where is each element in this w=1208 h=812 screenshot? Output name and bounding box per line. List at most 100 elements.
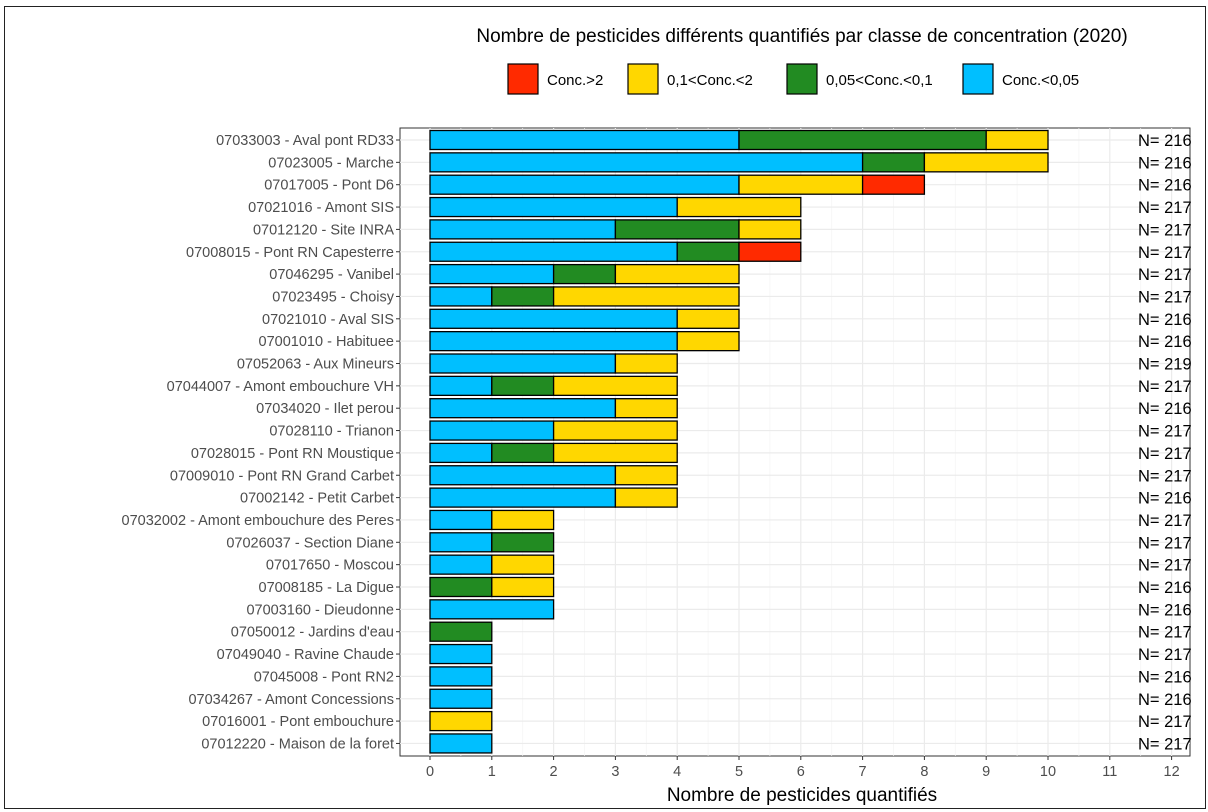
bar-segment-conc-0-05 — [429, 666, 493, 687]
legend-swatch-0-1-conc-2 — [627, 63, 659, 95]
bar-segment-conc-2 — [738, 241, 802, 262]
bar-segment-conc-0-05 — [429, 219, 617, 240]
bar-segment-0-1-conc-2 — [738, 174, 864, 195]
n-label: N= 217 — [1138, 512, 1192, 530]
bar-segment-conc-0-05 — [429, 688, 493, 709]
y-tick-label: 07017005 - Pont D6 — [264, 178, 394, 194]
n-label: N= 216 — [1138, 154, 1192, 172]
y-tick-label: 07021010 - Aval SIS — [262, 312, 394, 328]
y-tick-label: 07008015 - Pont RN Capesterre — [186, 245, 394, 261]
y-axis: 07033003 - Aval pont RD33 07023005 - Marc… — [122, 133, 400, 752]
bar-segment-conc-0-05 — [429, 152, 864, 173]
y-tick-label: 07052063 - Aux Mineurs — [237, 357, 394, 373]
y-tick-label: 07023005 - Marche — [268, 155, 394, 171]
bar-segment-0-05-conc-0-1 — [491, 375, 555, 397]
bar-segment-0-1-conc-2 — [614, 263, 740, 285]
n-label: N= 216 — [1138, 668, 1192, 686]
bar-segment-conc-0-05 — [429, 442, 493, 464]
bar-segment-0-05-conc-0-1 — [738, 129, 987, 151]
bar-segment-conc-0-05 — [429, 330, 678, 352]
y-tick-label: 07017650 - Moscou — [266, 558, 394, 574]
y-tick-label: 07023495 - Choisy — [272, 289, 394, 305]
n-label: N= 217 — [1138, 423, 1192, 441]
x-tick-label: 2 — [550, 764, 558, 780]
bar-segment-0-05-conc-0-1 — [491, 442, 555, 464]
bar-segment-0-1-conc-2 — [552, 420, 678, 441]
bar-segment-0-1-conc-2 — [491, 576, 555, 598]
y-tick-label: 07050012 - Jardins d'eau — [231, 625, 394, 641]
n-label: N= 217 — [1138, 244, 1192, 262]
y-tick-label: 07002142 - Petit Carbet — [240, 491, 394, 507]
bar-segment-conc-0-05 — [429, 174, 740, 195]
bar-segment-conc-0-05 — [429, 286, 493, 307]
n-label: N= 217 — [1138, 266, 1192, 284]
x-tick-label: 3 — [611, 764, 619, 780]
n-label: N= 219 — [1138, 356, 1192, 374]
bar-segment-0-05-conc-0-1 — [491, 286, 555, 307]
legend-swatch-conc-0-05 — [962, 63, 994, 95]
y-tick-label: 07044007 - Amont embouchure VH — [167, 379, 394, 395]
n-label: N= 216 — [1138, 311, 1192, 329]
bar-segment-conc-0-05 — [429, 643, 493, 665]
n-label: N= 217 — [1138, 445, 1192, 463]
bar-segment-0-05-conc-0-1 — [614, 219, 740, 240]
y-tick-label: 07049040 - Ravine Chaude — [217, 647, 394, 663]
bar-segment-conc-0-05 — [429, 375, 493, 397]
bar-segment-0-1-conc-2 — [491, 554, 555, 575]
legend: Conc.>2 0,1<Conc.<2 0,05<Conc.<0,1 Conc.<0,… — [507, 63, 1079, 95]
n-label: N= 217 — [1138, 557, 1192, 575]
x-tick-label: 5 — [735, 764, 743, 780]
n-label: N= 217 — [1138, 713, 1192, 731]
legend-swatch-conc-2 — [507, 63, 539, 95]
x-tick-label: 12 — [1164, 764, 1180, 780]
bar-segment-conc-0-05 — [429, 532, 493, 553]
n-label: N= 217 — [1138, 646, 1192, 664]
n-label: N= 217 — [1138, 378, 1192, 396]
n-label: N= 216 — [1138, 691, 1192, 709]
chart-title: Nombre de pesticides différents quantifi… — [476, 26, 1127, 47]
n-label: N= 216 — [1138, 579, 1192, 597]
legend-label-conc-2: Conc.>2 — [547, 72, 603, 89]
bar-segment-conc-2 — [861, 174, 926, 195]
bar-segment-0-1-conc-2 — [552, 375, 678, 397]
bar-segment-0-1-conc-2 — [614, 398, 678, 419]
y-tick-label: 07009010 - Pont RN Grand Carbet — [170, 468, 394, 484]
n-label: N= 217 — [1138, 534, 1192, 552]
bar-segment-conc-0-05 — [429, 733, 493, 754]
bar-segment-0-1-conc-2 — [614, 465, 678, 486]
x-axis: 0 1 2 3 4 5 6 7 8 9 10 11 12 — [426, 756, 1180, 780]
bar-segment-conc-0-05 — [429, 554, 493, 575]
n-label: N= 216 — [1138, 490, 1192, 508]
n-label: N= 217 — [1138, 624, 1192, 642]
bar-segment-0-1-conc-2 — [552, 286, 740, 307]
legend-label-0-05-conc-0-1: 0,05<Conc.<0,1 — [826, 72, 933, 89]
bar-segment-0-05-conc-0-1 — [861, 152, 926, 173]
bar-segment-0-05-conc-0-1 — [429, 621, 493, 642]
y-tick-label: 07008185 - La Digue — [259, 580, 394, 596]
legend-label-conc-0-05: Conc.<0,05 — [1002, 72, 1079, 89]
y-tick-label: 07012220 - Maison de la foret — [201, 736, 394, 752]
bar-segment-0-05-conc-0-1 — [552, 263, 617, 285]
x-tick-label: 6 — [797, 764, 805, 780]
y-tick-label: 07032002 - Amont embouchure des Peres — [122, 513, 394, 529]
n-label: N= 217 — [1138, 735, 1192, 753]
y-tick-label: 07046295 - Vanibel — [269, 267, 394, 283]
bar-segment-0-1-conc-2 — [676, 196, 802, 218]
bar-segment-conc-0-05 — [429, 308, 678, 329]
y-tick-label: 07003160 - Dieudonne — [246, 602, 394, 618]
n-label: N= 217 — [1138, 199, 1192, 217]
bar-segment-0-05-conc-0-1 — [676, 241, 740, 262]
y-tick-label: 07026037 - Section Diane — [226, 535, 394, 551]
x-tick-label: 8 — [920, 764, 928, 780]
y-tick-label: 07021016 - Amont SIS — [248, 200, 394, 216]
bar-segment-conc-0-05 — [429, 487, 617, 508]
bar-segment-conc-0-05 — [429, 263, 555, 285]
bar-segment-conc-0-05 — [429, 129, 740, 151]
y-tick-label: 07012120 - Site INRA — [253, 222, 394, 238]
bar-segment-0-1-conc-2 — [676, 308, 740, 329]
y-tick-label: 07028110 - Trianon — [269, 424, 394, 440]
n-label: N= 216 — [1138, 333, 1192, 351]
n-label: N= 216 — [1138, 177, 1192, 195]
bar-segment-0-1-conc-2 — [491, 509, 555, 531]
